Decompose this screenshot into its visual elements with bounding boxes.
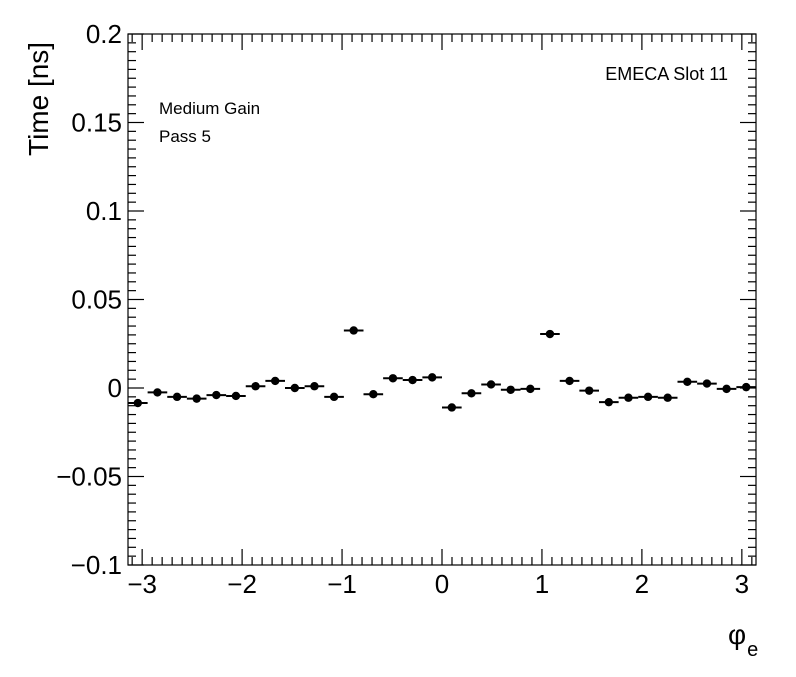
data-point — [186, 394, 207, 403]
data-point-marker — [290, 383, 300, 393]
data-point-marker — [604, 397, 614, 407]
data-point — [147, 388, 168, 397]
y-tick-label: −0.1 — [71, 550, 122, 580]
data-point-marker — [192, 394, 201, 403]
y-tick-label: 0 — [108, 373, 122, 403]
data-point-marker — [722, 384, 731, 394]
data-point — [324, 392, 344, 402]
data-point — [363, 389, 384, 399]
y-tick-label: 0.1 — [86, 196, 122, 226]
data-point — [618, 393, 639, 402]
data-point-marker — [683, 377, 692, 387]
data-point — [285, 383, 305, 393]
data-point — [716, 384, 737, 394]
x-axis-title-symbol: φ — [728, 619, 746, 650]
y-axis-title: Time [ns] — [23, 42, 54, 156]
x-tick-label: −1 — [327, 569, 357, 599]
data-point-marker — [408, 375, 417, 385]
data-point — [481, 380, 501, 389]
data-point-marker — [584, 386, 594, 395]
data-point — [559, 376, 580, 386]
data-point-marker — [153, 388, 162, 397]
data-point-marker — [467, 389, 476, 398]
data-point — [736, 382, 756, 392]
x-axis-title-subscript: e — [747, 639, 758, 661]
data-point — [677, 377, 698, 387]
annotation-pass: Pass 5 — [159, 127, 211, 146]
data-point — [442, 403, 462, 412]
data-point-marker — [231, 391, 241, 401]
data-points — [128, 326, 756, 412]
y-tick-labels: −0.1 −0.05 0 0.05 0.1 0.15 0.2 — [56, 19, 122, 580]
data-point — [402, 375, 423, 385]
x-tick-label: −2 — [227, 569, 257, 599]
data-point — [167, 392, 187, 402]
data-point-marker — [251, 382, 260, 391]
data-point-marker — [506, 385, 515, 394]
data-point — [500, 385, 521, 394]
data-point — [265, 376, 285, 386]
data-point-marker — [643, 392, 653, 402]
data-point — [206, 390, 227, 400]
data-point — [461, 389, 482, 398]
data-point — [579, 386, 599, 395]
data-point-marker — [388, 374, 398, 383]
data-point — [226, 391, 246, 401]
data-point — [599, 397, 619, 407]
x-tick-labels: −3 −2 −1 0 1 2 3 — [127, 569, 749, 599]
data-point-marker — [526, 384, 535, 394]
data-point — [638, 392, 658, 402]
x-tick-label: 2 — [635, 569, 649, 599]
y-tick-label: 0.15 — [71, 108, 122, 138]
data-point-marker — [486, 380, 496, 389]
data-point-marker — [349, 326, 358, 335]
data-point — [128, 398, 148, 408]
data-point-marker — [310, 382, 319, 391]
data-point-marker — [329, 392, 339, 402]
data-point-marker — [369, 389, 378, 399]
annotation-slot: EMECA Slot 11 — [605, 64, 728, 84]
data-point-marker — [133, 398, 143, 408]
data-point — [304, 382, 325, 391]
data-point-marker — [427, 373, 437, 382]
data-point-marker — [565, 376, 574, 386]
data-point-marker — [741, 382, 751, 392]
x-tick-label: 3 — [735, 569, 749, 599]
data-point-marker — [545, 329, 555, 339]
data-point-marker — [447, 403, 457, 412]
data-point — [422, 373, 442, 382]
data-point — [343, 326, 364, 335]
x-axis-title: φe — [728, 619, 758, 661]
data-point — [697, 379, 717, 388]
data-point-marker — [663, 393, 672, 402]
data-point-marker — [212, 390, 221, 400]
data-point-marker — [172, 392, 182, 402]
data-point-marker — [624, 393, 633, 402]
y-tick-label: 0.05 — [71, 285, 122, 315]
tick-marks — [128, 33, 756, 566]
annotation-gain: Medium Gain — [159, 99, 260, 118]
data-point — [245, 382, 266, 391]
x-tick-label: −3 — [127, 569, 157, 599]
y-tick-label: −0.05 — [56, 462, 122, 492]
data-point — [657, 393, 678, 402]
data-point — [520, 384, 541, 394]
data-point-marker — [270, 376, 280, 386]
data-point — [383, 374, 403, 383]
data-point-marker — [702, 379, 712, 388]
x-tick-label: 1 — [535, 569, 549, 599]
y-tick-label: 0.2 — [86, 19, 122, 49]
x-tick-label: 0 — [435, 569, 449, 599]
data-point — [540, 329, 560, 339]
